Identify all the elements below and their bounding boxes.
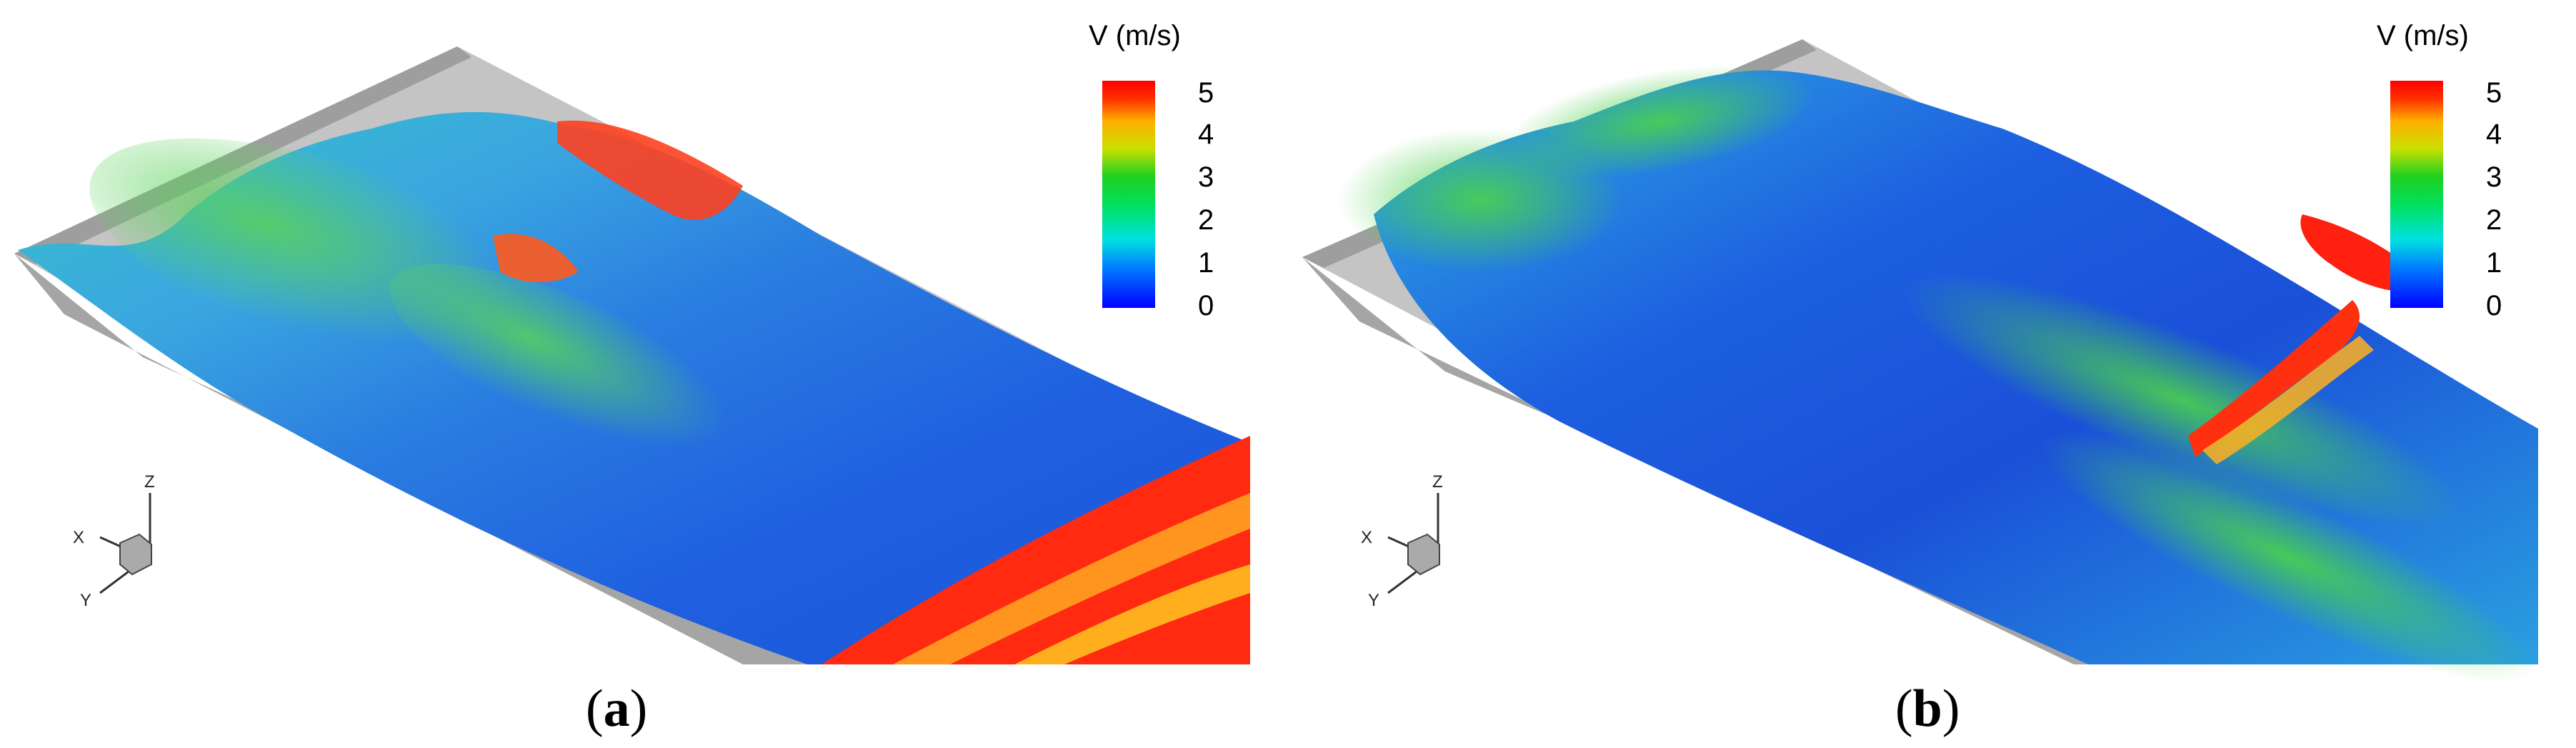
axis-label-y: Y	[80, 591, 91, 610]
high-velocity-zone	[557, 120, 743, 220]
legend-tick: 4	[1198, 119, 1214, 150]
axis-label-x: X	[1361, 528, 1372, 547]
panel-caption: (b)	[1895, 679, 1960, 738]
color-scale-bar	[1102, 81, 1155, 308]
high-velocity-band	[2188, 300, 2360, 457]
legend-tick: 4	[2486, 119, 2502, 150]
green-region	[1902, 272, 2460, 528]
legend-tick: 1	[1198, 247, 1214, 279]
panel-a: Z X Y V (m/s) 5 4 3 2 1 0 (a)	[14, 20, 1250, 738]
axis-triad: Z X Y	[1361, 472, 1443, 610]
caption-label: a	[603, 679, 630, 738]
axis-label-z: Z	[1432, 472, 1443, 492]
panel-b: Z X Y V (m/s) 5 4 3 2 1 0 (b)	[1288, 0, 2576, 748]
high-velocity-band	[2202, 336, 2374, 464]
legend-tick: 1	[2486, 247, 2502, 279]
flow-visualization-b: Z X Y	[1302, 39, 2538, 684]
green-region	[389, 264, 782, 479]
flow-visualization-a: Z X Y	[14, 46, 1250, 664]
legend-tick: 0	[2486, 290, 2502, 321]
legend-tick: 2	[2486, 204, 2502, 236]
panel-caption: (a)	[586, 679, 648, 738]
green-region	[2040, 431, 2536, 684]
legend-tick: 5	[1198, 77, 1214, 109]
high-velocity-band	[1014, 564, 1250, 664]
legend-tick: 3	[1198, 161, 1214, 193]
green-region	[1504, 65, 1814, 178]
legend-title: V (m/s)	[2377, 20, 2469, 51]
axis-label-x: X	[73, 528, 84, 547]
caption-label: b	[1912, 679, 1942, 738]
legend-title: V (m/s)	[1089, 20, 1181, 51]
axis-label-y: Y	[1368, 591, 1379, 610]
axis-triad: Z X Y	[73, 472, 155, 610]
legend-tick: 0	[1198, 290, 1214, 321]
axis-label-z: Z	[144, 472, 155, 492]
legend-tick: 2	[1198, 204, 1214, 236]
legend-tick: 5	[2486, 77, 2502, 109]
color-scale-bar	[2390, 81, 2443, 308]
high-velocity-band	[893, 493, 1250, 664]
legend-tick: 3	[2486, 161, 2502, 193]
high-velocity-zone	[493, 234, 579, 282]
